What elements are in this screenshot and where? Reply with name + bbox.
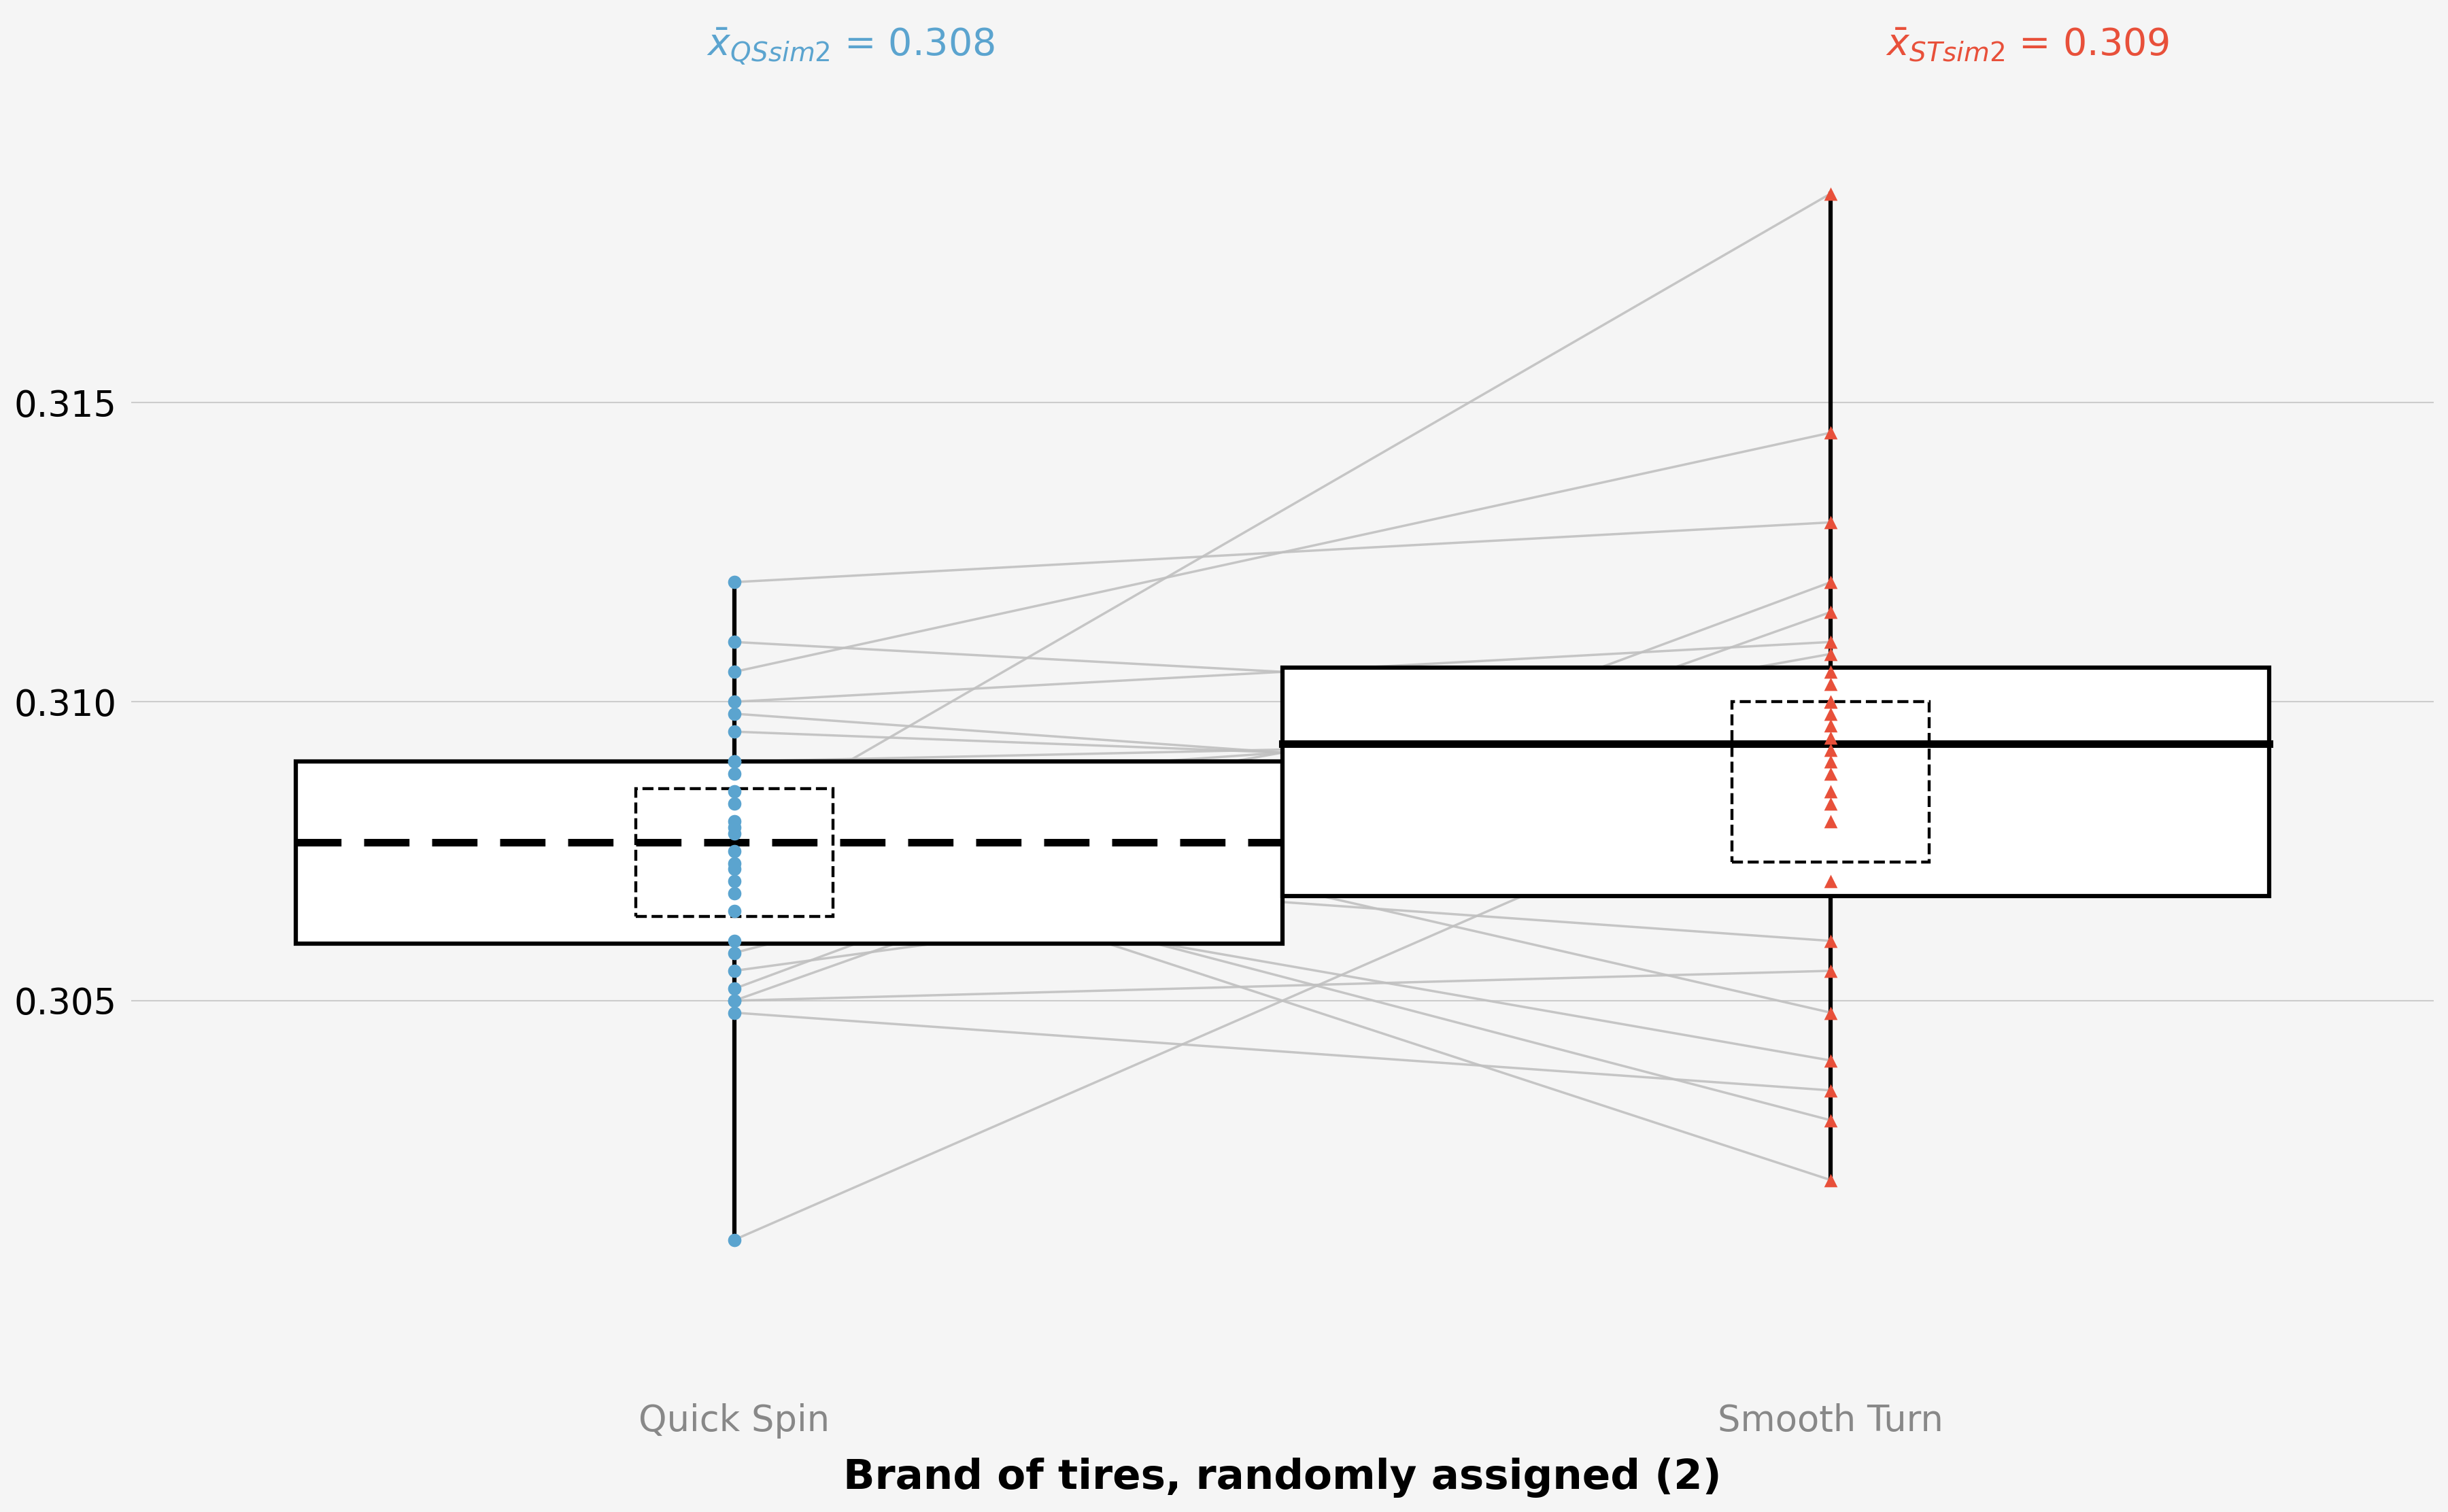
Point [1812,791,1851,815]
Point [715,839,754,863]
Point [1812,779,1851,803]
Point [1812,1167,1851,1191]
Point [715,750,754,774]
Point [715,779,754,803]
Point [715,959,754,983]
Point [1812,1078,1851,1102]
Point [715,821,754,845]
Point [1812,510,1851,534]
Point [715,631,754,655]
Point [715,857,754,881]
Point [715,815,754,839]
Point [715,900,754,924]
Point [715,989,754,1013]
Point [1812,928,1851,953]
Point [1812,762,1851,786]
Point [1812,959,1851,983]
Point [1812,659,1851,683]
Point [1812,738,1851,762]
Point [715,989,754,1013]
Point [715,689,754,714]
X-axis label: Brand of tires, randomly assigned (2): Brand of tires, randomly assigned (2) [842,1458,1721,1498]
Point [1812,702,1851,726]
Point [1812,689,1851,714]
Point [715,1228,754,1252]
Text: $\bar{x}_{STsim2}$ = 0.309: $\bar{x}_{STsim2}$ = 0.309 [1885,26,2169,64]
Point [715,720,754,744]
Point [715,702,754,726]
Point [1812,600,1851,624]
Point [1812,689,1851,714]
Point [1812,750,1851,774]
Point [715,851,754,875]
Point [715,750,754,774]
Point [1812,1048,1851,1072]
Point [1812,714,1851,738]
Point [1812,1108,1851,1132]
Point [1812,631,1851,655]
Point [715,869,754,894]
Point [1812,420,1851,445]
Point [715,809,754,833]
Point [715,791,754,815]
Point [715,977,754,1001]
Point [1812,671,1851,696]
Point [1812,809,1851,833]
FancyBboxPatch shape [296,762,1283,943]
Point [715,762,754,786]
Point [1812,570,1851,594]
Text: $\bar{x}_{QSsim2}$ = 0.308: $\bar{x}_{QSsim2}$ = 0.308 [707,26,994,67]
Point [1812,1001,1851,1025]
Point [715,940,754,965]
FancyBboxPatch shape [1733,702,1929,862]
Point [715,659,754,683]
Point [1812,181,1851,206]
Point [1812,726,1851,750]
Point [715,1001,754,1025]
FancyBboxPatch shape [636,789,832,916]
FancyBboxPatch shape [1283,667,2269,897]
Point [715,570,754,594]
Point [1812,869,1851,894]
Point [715,881,754,906]
Point [1812,641,1851,665]
Point [715,928,754,953]
